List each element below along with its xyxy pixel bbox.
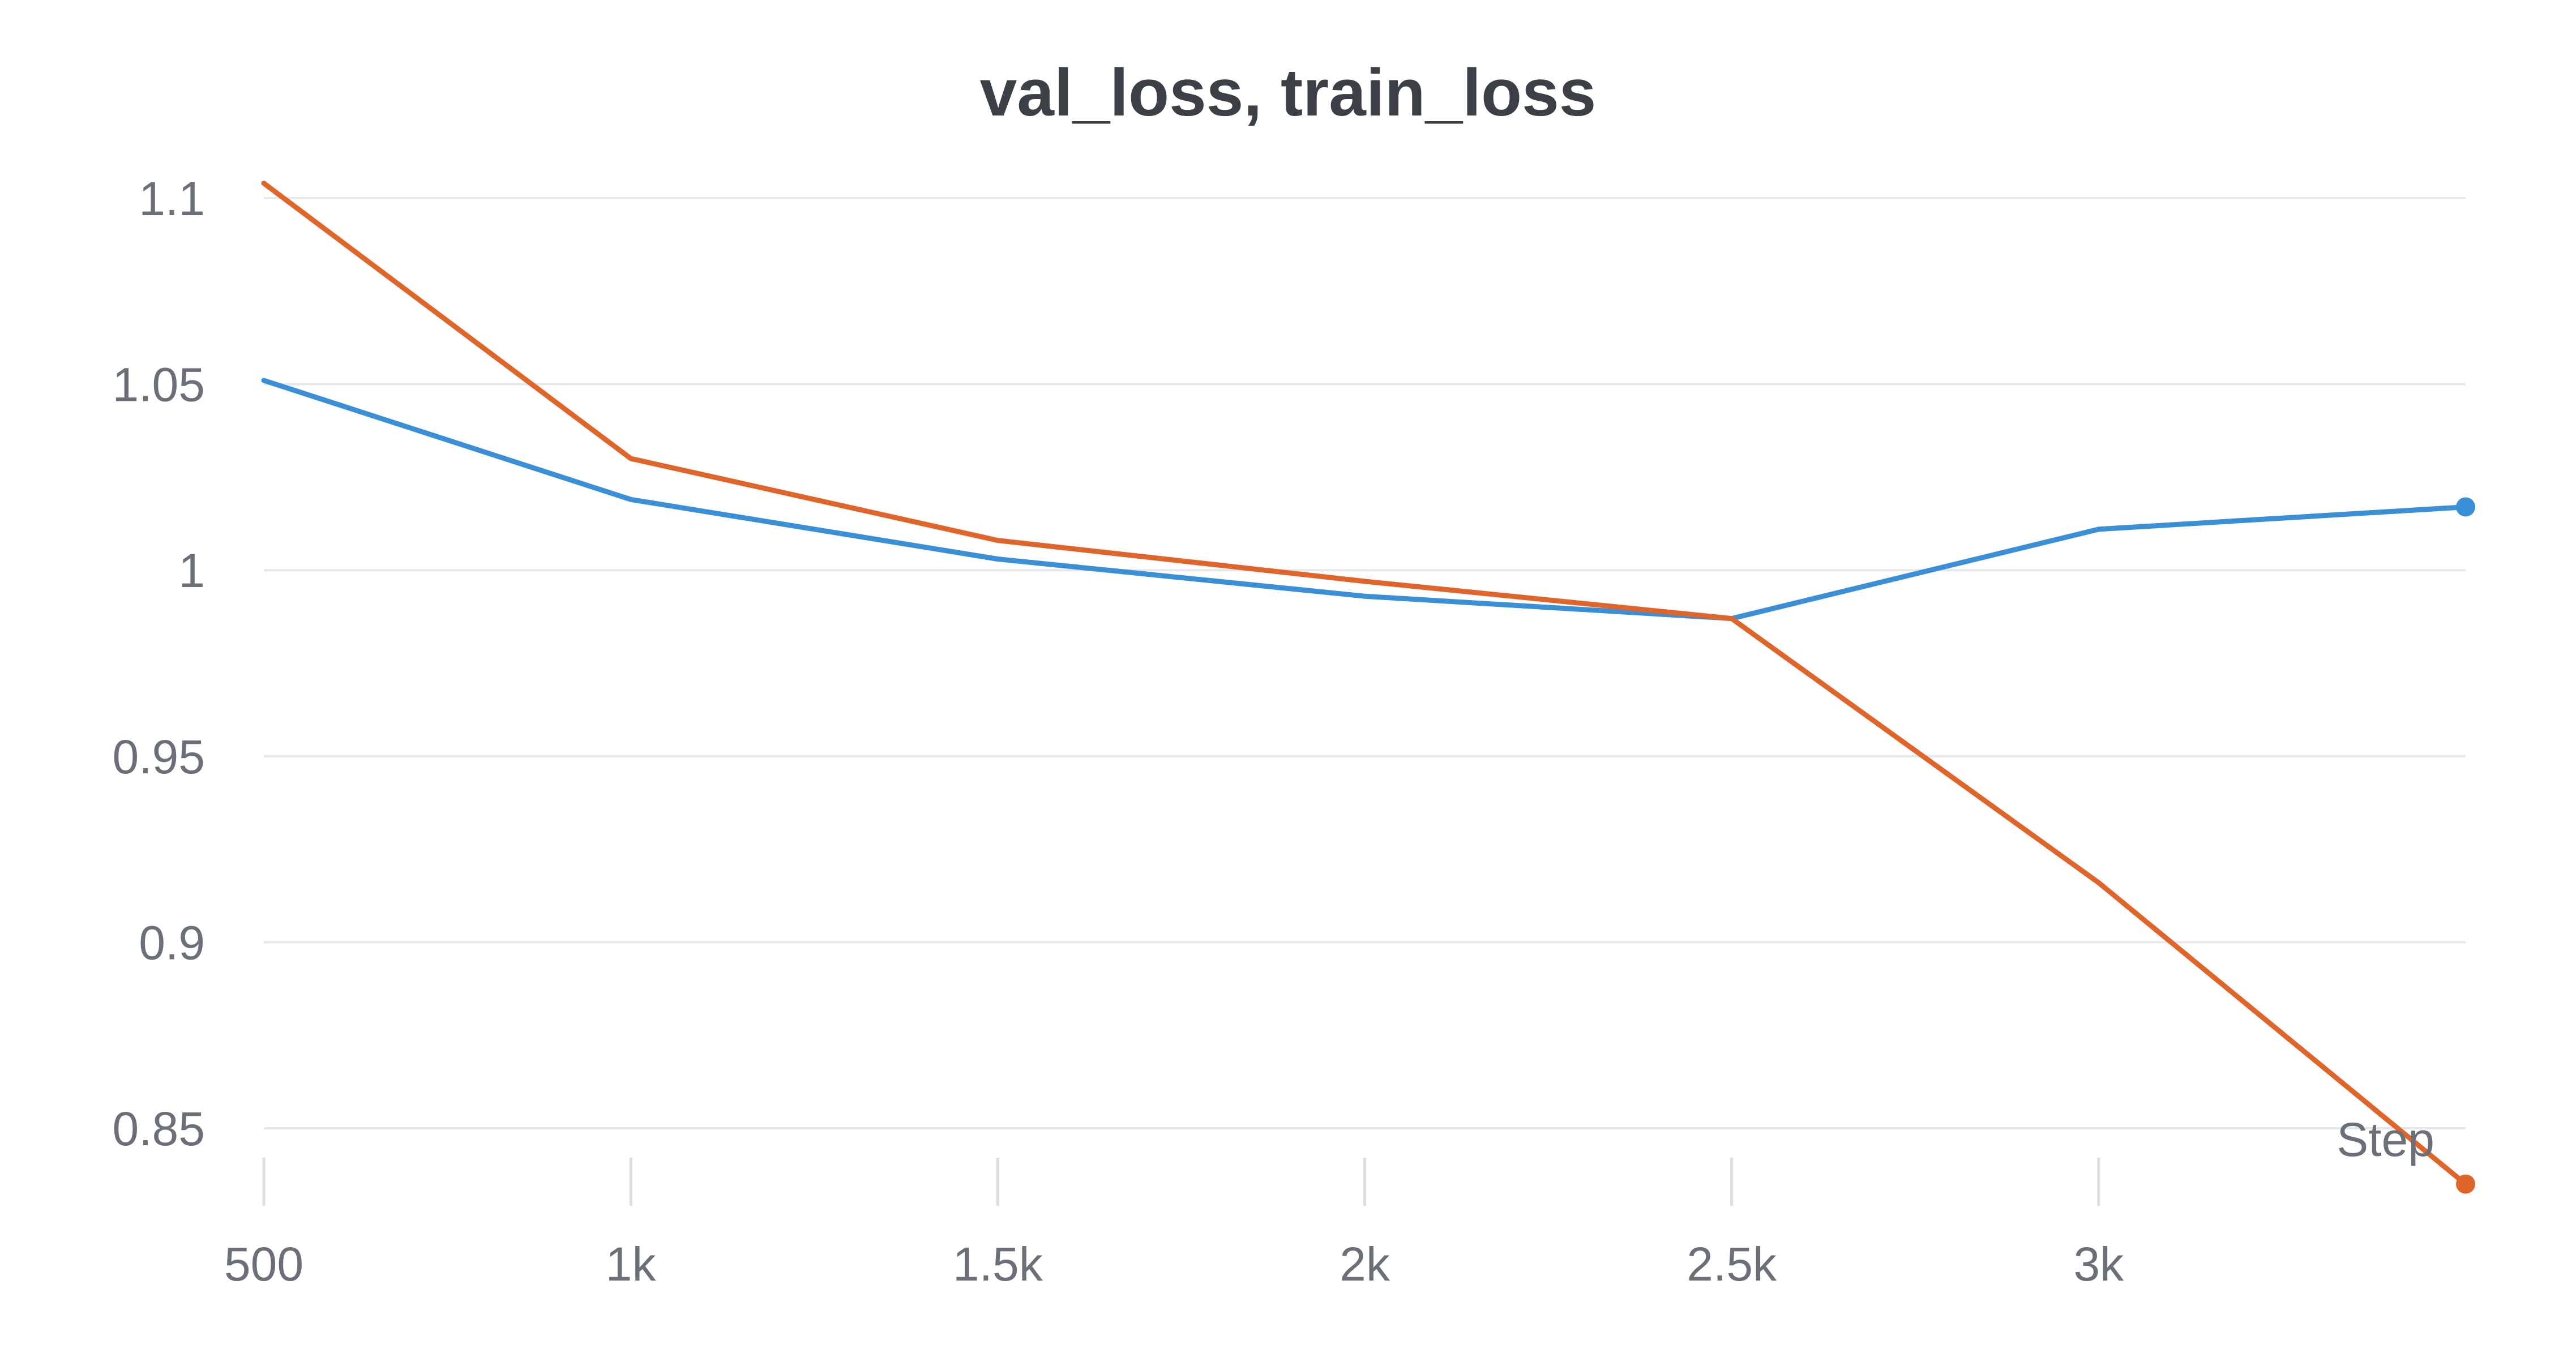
x-tick-label: 2k xyxy=(1340,1238,1390,1291)
chart-title: val_loss, train_loss xyxy=(979,55,1597,130)
y-tick-label: 1.05 xyxy=(113,358,206,412)
x-tick-label: 3k xyxy=(2073,1238,2124,1291)
x-axis-label: Step xyxy=(2337,1113,2434,1166)
x-tick-label: 2.5k xyxy=(1687,1238,1777,1291)
y-tick-labels: 0.85 0.9 0.95 1 1.05 1.1 xyxy=(113,172,206,1155)
y-tick-label: 0.95 xyxy=(113,730,206,783)
val_loss-end-point xyxy=(2456,497,2475,517)
series-lines xyxy=(261,181,2475,1194)
x-tick-label: 1.5k xyxy=(953,1238,1043,1291)
y-tick-label: 0.85 xyxy=(113,1102,206,1155)
train_loss-line xyxy=(261,181,2468,1187)
x-tick-label: 500 xyxy=(224,1238,303,1291)
val_loss-line xyxy=(261,378,2468,622)
y-tick-label: 1 xyxy=(178,544,205,597)
x-tick-marks xyxy=(262,1158,2100,1206)
gridlines xyxy=(264,197,2466,1129)
y-tick-label: 1.1 xyxy=(139,172,205,225)
x-tick-labels: 500 1k 1.5k 2k 2.5k 3k xyxy=(224,1238,2124,1291)
x-tick-label: 1k xyxy=(606,1238,657,1291)
train_loss-end-point xyxy=(2456,1174,2475,1194)
y-tick-label: 0.9 xyxy=(139,916,205,969)
